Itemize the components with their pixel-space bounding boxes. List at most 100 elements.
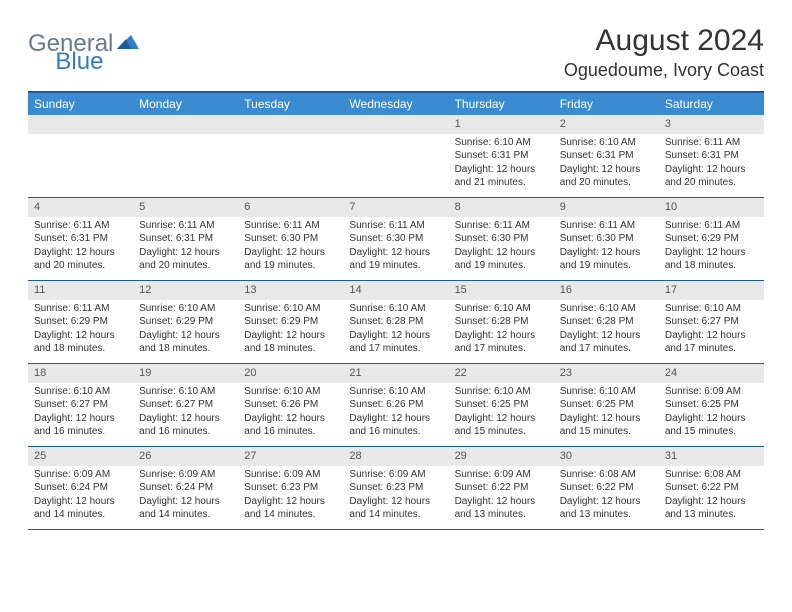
day-number: 26 xyxy=(133,447,238,466)
day-body: Sunrise: 6:10 AMSunset: 6:31 PMDaylight:… xyxy=(554,134,659,194)
day-body: Sunrise: 6:09 AMSunset: 6:25 PMDaylight:… xyxy=(659,383,764,443)
day-dl1: Daylight: 12 hours xyxy=(34,495,127,509)
day-number: 2 xyxy=(554,115,659,134)
logo-text-blue: Blue xyxy=(55,48,103,76)
day-dl1: Daylight: 12 hours xyxy=(560,412,653,426)
day-cell: 19Sunrise: 6:10 AMSunset: 6:27 PMDayligh… xyxy=(133,364,238,446)
day-sunrise: Sunrise: 6:09 AM xyxy=(139,468,232,482)
day-body: Sunrise: 6:11 AMSunset: 6:30 PMDaylight:… xyxy=(449,217,554,277)
day-sunrise: Sunrise: 6:11 AM xyxy=(560,219,653,233)
day-body: Sunrise: 6:10 AMSunset: 6:27 PMDaylight:… xyxy=(28,383,133,443)
day-sunrise: Sunrise: 6:10 AM xyxy=(560,385,653,399)
day-dl1: Daylight: 12 hours xyxy=(244,246,337,260)
day-dl2: and 13 minutes. xyxy=(665,508,758,522)
day-dl2: and 19 minutes. xyxy=(244,259,337,273)
day-body: Sunrise: 6:09 AMSunset: 6:23 PMDaylight:… xyxy=(343,466,448,526)
day-sunset: Sunset: 6:28 PM xyxy=(560,315,653,329)
day-body xyxy=(238,134,343,190)
weekday-mon: Monday xyxy=(133,93,238,115)
day-body: Sunrise: 6:10 AMSunset: 6:28 PMDaylight:… xyxy=(554,300,659,360)
day-dl2: and 16 minutes. xyxy=(349,425,442,439)
day-sunset: Sunset: 6:22 PM xyxy=(455,481,548,495)
day-number: 6 xyxy=(238,198,343,217)
day-sunrise: Sunrise: 6:09 AM xyxy=(349,468,442,482)
day-number: 28 xyxy=(343,447,448,466)
day-cell: 6Sunrise: 6:11 AMSunset: 6:30 PMDaylight… xyxy=(238,198,343,280)
day-sunset: Sunset: 6:28 PM xyxy=(455,315,548,329)
day-sunset: Sunset: 6:29 PM xyxy=(139,315,232,329)
day-cell: 16Sunrise: 6:10 AMSunset: 6:28 PMDayligh… xyxy=(554,281,659,363)
day-sunset: Sunset: 6:25 PM xyxy=(560,398,653,412)
weekday-sun: Sunday xyxy=(28,93,133,115)
day-sunset: Sunset: 6:30 PM xyxy=(560,232,653,246)
day-body: Sunrise: 6:10 AMSunset: 6:26 PMDaylight:… xyxy=(238,383,343,443)
day-body xyxy=(343,134,448,190)
day-sunset: Sunset: 6:25 PM xyxy=(665,398,758,412)
day-number: 14 xyxy=(343,281,448,300)
day-sunset: Sunset: 6:30 PM xyxy=(349,232,442,246)
day-dl2: and 18 minutes. xyxy=(34,342,127,356)
day-sunrise: Sunrise: 6:09 AM xyxy=(244,468,337,482)
day-dl1: Daylight: 12 hours xyxy=(34,329,127,343)
day-sunrise: Sunrise: 6:10 AM xyxy=(665,302,758,316)
day-dl2: and 14 minutes. xyxy=(34,508,127,522)
day-body: Sunrise: 6:11 AMSunset: 6:30 PMDaylight:… xyxy=(238,217,343,277)
day-dl1: Daylight: 12 hours xyxy=(560,495,653,509)
week-row: 25Sunrise: 6:09 AMSunset: 6:24 PMDayligh… xyxy=(28,447,764,530)
weekday-wed: Wednesday xyxy=(343,93,448,115)
day-cell: 15Sunrise: 6:10 AMSunset: 6:28 PMDayligh… xyxy=(449,281,554,363)
day-sunset: Sunset: 6:22 PM xyxy=(665,481,758,495)
day-sunset: Sunset: 6:27 PM xyxy=(139,398,232,412)
title-block: August 2024 Oguedoume, Ivory Coast xyxy=(564,24,764,81)
weekday-fri: Friday xyxy=(554,93,659,115)
weekday-sat: Saturday xyxy=(659,93,764,115)
day-dl2: and 13 minutes. xyxy=(455,508,548,522)
day-cell: 11Sunrise: 6:11 AMSunset: 6:29 PMDayligh… xyxy=(28,281,133,363)
day-body: Sunrise: 6:10 AMSunset: 6:29 PMDaylight:… xyxy=(133,300,238,360)
day-body: Sunrise: 6:09 AMSunset: 6:24 PMDaylight:… xyxy=(28,466,133,526)
day-sunset: Sunset: 6:24 PM xyxy=(139,481,232,495)
day-dl2: and 21 minutes. xyxy=(455,176,548,190)
day-cell: 17Sunrise: 6:10 AMSunset: 6:27 PMDayligh… xyxy=(659,281,764,363)
location: Oguedoume, Ivory Coast xyxy=(564,60,764,81)
day-dl1: Daylight: 12 hours xyxy=(139,246,232,260)
day-sunset: Sunset: 6:25 PM xyxy=(455,398,548,412)
day-body xyxy=(28,134,133,190)
day-dl2: and 15 minutes. xyxy=(455,425,548,439)
day-sunset: Sunset: 6:31 PM xyxy=(560,149,653,163)
day-cell: 3Sunrise: 6:11 AMSunset: 6:31 PMDaylight… xyxy=(659,115,764,197)
day-dl1: Daylight: 12 hours xyxy=(665,495,758,509)
day-body: Sunrise: 6:10 AMSunset: 6:27 PMDaylight:… xyxy=(133,383,238,443)
day-number: 15 xyxy=(449,281,554,300)
day-sunset: Sunset: 6:23 PM xyxy=(349,481,442,495)
day-number: 8 xyxy=(449,198,554,217)
day-sunrise: Sunrise: 6:11 AM xyxy=(349,219,442,233)
day-cell: 25Sunrise: 6:09 AMSunset: 6:24 PMDayligh… xyxy=(28,447,133,529)
day-sunset: Sunset: 6:30 PM xyxy=(244,232,337,246)
day-number: 7 xyxy=(343,198,448,217)
day-cell xyxy=(28,115,133,197)
day-cell: 20Sunrise: 6:10 AMSunset: 6:26 PMDayligh… xyxy=(238,364,343,446)
day-sunrise: Sunrise: 6:11 AM xyxy=(34,219,127,233)
day-sunrise: Sunrise: 6:10 AM xyxy=(455,385,548,399)
day-sunset: Sunset: 6:26 PM xyxy=(244,398,337,412)
day-cell: 18Sunrise: 6:10 AMSunset: 6:27 PMDayligh… xyxy=(28,364,133,446)
day-sunrise: Sunrise: 6:10 AM xyxy=(455,302,548,316)
day-dl1: Daylight: 12 hours xyxy=(139,495,232,509)
day-dl1: Daylight: 12 hours xyxy=(560,163,653,177)
day-sunrise: Sunrise: 6:11 AM xyxy=(665,136,758,150)
day-dl1: Daylight: 12 hours xyxy=(560,329,653,343)
day-sunrise: Sunrise: 6:11 AM xyxy=(34,302,127,316)
logo: General Blue xyxy=(28,24,195,58)
header: General Blue August 2024 Oguedoume, Ivor… xyxy=(28,24,764,81)
day-cell: 30Sunrise: 6:08 AMSunset: 6:22 PMDayligh… xyxy=(554,447,659,529)
day-sunrise: Sunrise: 6:08 AM xyxy=(560,468,653,482)
day-cell xyxy=(238,115,343,197)
day-body: Sunrise: 6:08 AMSunset: 6:22 PMDaylight:… xyxy=(554,466,659,526)
day-dl2: and 20 minutes. xyxy=(34,259,127,273)
day-dl2: and 17 minutes. xyxy=(455,342,548,356)
day-body: Sunrise: 6:11 AMSunset: 6:30 PMDaylight:… xyxy=(554,217,659,277)
day-dl1: Daylight: 12 hours xyxy=(560,246,653,260)
day-sunset: Sunset: 6:29 PM xyxy=(665,232,758,246)
day-dl1: Daylight: 12 hours xyxy=(139,329,232,343)
